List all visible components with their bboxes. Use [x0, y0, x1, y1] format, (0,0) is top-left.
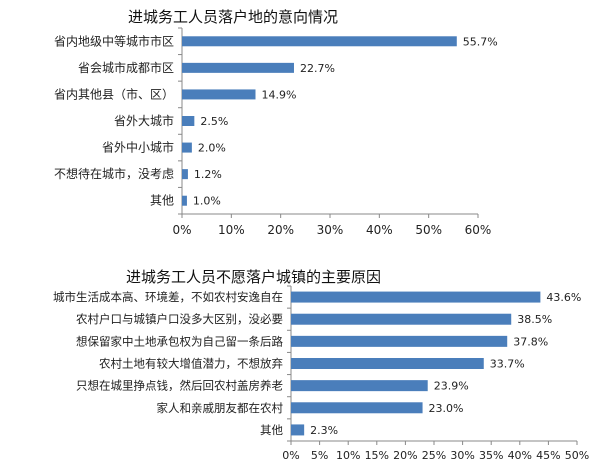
x-tick-label: 25% [422, 449, 446, 462]
data-label: 38.5% [517, 313, 552, 326]
category-label: 省内其他县（市、区） [54, 86, 174, 101]
data-label: 55.7% [463, 35, 498, 48]
x-tick-label: 10% [336, 449, 360, 462]
bar [291, 424, 305, 436]
bar [291, 313, 512, 325]
category-label: 其他 [150, 194, 174, 208]
data-label: 23.9% [434, 380, 469, 393]
data-label: 1.2% [194, 168, 222, 181]
chart-reasons-not-settling: 进城务工人员不愿落户城镇的主要原因 0% 5% 10% 15% 20% 25% 30% 35%… [0, 262, 603, 468]
data-label: 23.0% [429, 402, 464, 415]
chart-title: 进城务工人员不愿落户城镇的主要原因 [126, 268, 382, 286]
bar [182, 116, 195, 126]
bar [182, 89, 256, 100]
chart-title: 进城务工人员落户地的意向情况 [128, 8, 339, 26]
bar [291, 358, 484, 369]
x-tick-label: 50% [565, 449, 589, 462]
data-label: 2.5% [200, 115, 228, 128]
x-tick-label: 35% [479, 449, 503, 462]
bar [182, 195, 187, 206]
category-label: 省外大城市 [114, 113, 174, 128]
bar [291, 402, 423, 414]
bar [291, 335, 508, 347]
data-label: 37.8% [513, 335, 548, 348]
x-tick-label: 20% [267, 223, 294, 237]
bar [182, 36, 457, 47]
category-label: 农村土地有较大增值潜力，不想放弃 [99, 357, 283, 371]
x-tick-label: 40% [366, 223, 393, 237]
bar [291, 380, 428, 392]
bar [182, 62, 294, 73]
data-label: 43.6% [546, 291, 581, 304]
bar-chart-svg: 0% 5% 10% 15% 20% 25% 30% 35% 40% 45% 50% 城市生活成本高、环… [53, 285, 589, 462]
x-tick-label: 5% [311, 449, 328, 462]
data-label: 22.7% [300, 62, 335, 75]
x-tick-label: 30% [450, 449, 474, 462]
bar [291, 291, 541, 303]
chart-intended-settlement: 进城务工人员落户地的意向情况 0% 10% 20% 30% 40% 50% 60% 省内地级中… [54, 8, 498, 237]
x-tick-label: 40% [508, 449, 532, 462]
x-tick-label: 50% [415, 223, 442, 237]
x-tick-label: 60% [465, 223, 492, 237]
category-label: 城市生活成本高、环境差，不如农村安逸自在 [53, 290, 283, 304]
x-tick-label: 30% [317, 223, 344, 237]
category-label: 省外中小城市 [102, 140, 174, 155]
category-label: 家人和亲戚朋友都在农村 [157, 401, 284, 415]
x-tick-label: 0% [282, 449, 299, 462]
bar [182, 169, 188, 180]
bar [182, 142, 192, 153]
category-label: 不想待在城市，没考虑 [54, 166, 174, 181]
category-label: 想保留家中土地承包权为自己留一条后路 [76, 334, 283, 348]
data-label: 1.0% [193, 195, 221, 208]
x-tick-label: 10% [218, 223, 245, 237]
category-label: 省会城市成都市区 [78, 60, 174, 75]
data-label: 2.3% [310, 424, 338, 437]
data-label: 14.9% [262, 88, 297, 101]
x-tick-label: 20% [393, 449, 417, 462]
category-label: 农村户口与城镇户口没多大区别，没必要 [76, 312, 283, 326]
x-tick-label: 45% [536, 449, 560, 462]
x-tick-label: 15% [365, 449, 389, 462]
bar-chart-svg: 0% 10% 20% 30% 40% 50% 60% 省内地级中等城市市区 55.7% 省会城市成… [54, 27, 498, 237]
data-label: 33.7% [490, 358, 525, 371]
category-label: 其他 [260, 423, 283, 437]
x-tick-label: 0% [172, 223, 191, 237]
category-label: 省内地级中等城市市区 [54, 33, 174, 48]
category-label: 只想在城里挣点钱，然后回农村盖房养老 [76, 379, 283, 393]
data-label: 2.0% [198, 142, 226, 155]
